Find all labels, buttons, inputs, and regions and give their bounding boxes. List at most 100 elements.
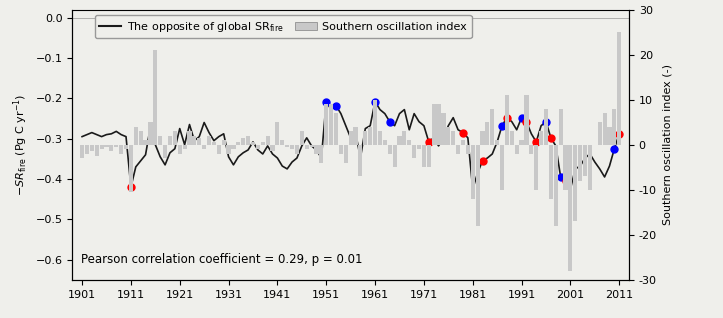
- Bar: [309, 145, 314, 147]
- Point: [384, 119, 395, 124]
- Bar: [480, 131, 484, 145]
- Bar: [568, 145, 573, 271]
- Bar: [407, 140, 411, 145]
- Bar: [388, 145, 392, 154]
- Bar: [95, 145, 99, 156]
- Point: [545, 135, 557, 140]
- Bar: [520, 140, 523, 145]
- Bar: [143, 140, 147, 145]
- Bar: [412, 145, 416, 158]
- Bar: [539, 131, 543, 145]
- Bar: [500, 145, 504, 190]
- Point: [515, 115, 527, 120]
- Bar: [354, 127, 358, 145]
- Bar: [559, 109, 562, 145]
- Bar: [598, 122, 602, 145]
- Point: [613, 131, 625, 136]
- Bar: [134, 127, 138, 145]
- Bar: [402, 131, 406, 145]
- Bar: [182, 145, 187, 149]
- Bar: [363, 131, 367, 145]
- Bar: [139, 131, 142, 145]
- Bar: [578, 145, 582, 181]
- Bar: [251, 142, 255, 145]
- Bar: [476, 145, 479, 226]
- Bar: [241, 138, 245, 145]
- Bar: [515, 145, 519, 154]
- Bar: [588, 145, 592, 190]
- Bar: [320, 145, 323, 163]
- Bar: [573, 145, 578, 221]
- Point: [457, 130, 469, 135]
- Bar: [378, 131, 382, 145]
- Bar: [490, 109, 495, 145]
- Bar: [544, 109, 548, 145]
- Bar: [187, 131, 192, 145]
- Bar: [212, 142, 216, 145]
- Bar: [441, 113, 445, 145]
- Bar: [246, 136, 250, 145]
- Bar: [124, 145, 128, 149]
- Bar: [485, 122, 489, 145]
- Bar: [422, 145, 426, 167]
- Point: [531, 139, 542, 144]
- Bar: [173, 131, 177, 145]
- Bar: [290, 145, 294, 149]
- Bar: [275, 122, 280, 145]
- Bar: [197, 138, 201, 145]
- Bar: [432, 104, 436, 145]
- Bar: [495, 140, 500, 145]
- Bar: [466, 145, 470, 154]
- Bar: [393, 145, 397, 167]
- Bar: [612, 109, 617, 145]
- Point: [125, 184, 137, 190]
- Bar: [207, 136, 211, 145]
- Bar: [256, 145, 260, 149]
- Bar: [398, 136, 401, 145]
- Bar: [148, 122, 153, 145]
- Bar: [461, 140, 465, 145]
- Y-axis label: $-SR_{\mathrm{fire}}$ (Pg C yr$^{-1}$): $-SR_{\mathrm{fire}}$ (Pg C yr$^{-1}$): [12, 93, 30, 196]
- Point: [423, 139, 435, 144]
- Point: [555, 174, 566, 179]
- Bar: [348, 131, 353, 145]
- Point: [540, 119, 552, 124]
- Point: [496, 123, 508, 128]
- Bar: [80, 145, 84, 158]
- Bar: [85, 145, 89, 154]
- Bar: [202, 145, 206, 149]
- Point: [320, 99, 332, 104]
- Bar: [295, 145, 299, 154]
- Bar: [471, 145, 475, 199]
- Bar: [315, 145, 319, 154]
- Bar: [529, 145, 534, 154]
- Y-axis label: Southern oscillation index (-): Southern oscillation index (-): [662, 64, 672, 225]
- Bar: [602, 113, 607, 145]
- Bar: [368, 127, 372, 145]
- Bar: [153, 50, 158, 145]
- Bar: [505, 95, 509, 145]
- Bar: [437, 104, 440, 145]
- Bar: [359, 145, 362, 176]
- Bar: [324, 104, 328, 145]
- Bar: [104, 145, 108, 147]
- Text: Pearson correlation coefficient = 0.29, p = 0.01: Pearson correlation coefficient = 0.29, …: [81, 253, 362, 266]
- Bar: [456, 145, 460, 154]
- Bar: [192, 136, 197, 145]
- Legend: The opposite of global SR$_{\mathregular{fire}}$, Southern oscillation index: The opposite of global SR$_{\mathregular…: [95, 15, 471, 38]
- Bar: [261, 142, 265, 145]
- Bar: [163, 145, 167, 158]
- Bar: [129, 145, 133, 192]
- Bar: [329, 104, 333, 145]
- Bar: [90, 145, 94, 151]
- Bar: [231, 145, 236, 149]
- Bar: [178, 145, 181, 154]
- Bar: [427, 145, 431, 167]
- Bar: [226, 145, 231, 154]
- Bar: [168, 136, 172, 145]
- Bar: [334, 113, 338, 145]
- Bar: [524, 95, 529, 145]
- Bar: [451, 131, 455, 145]
- Bar: [100, 145, 103, 149]
- Point: [501, 115, 513, 120]
